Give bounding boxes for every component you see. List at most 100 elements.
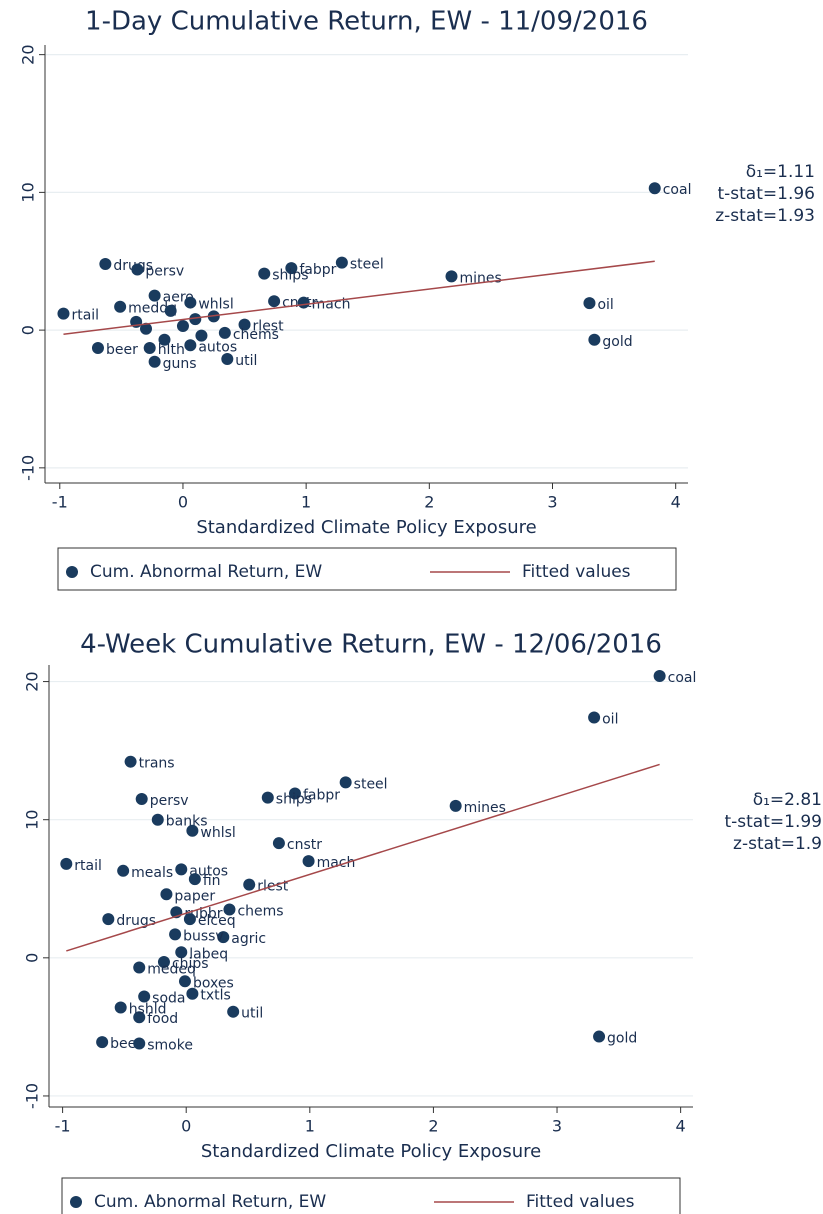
stat-annotation: δ₁=2.81 [753,790,822,810]
point-label: util [241,1006,263,1022]
point [184,339,197,352]
point [102,913,115,926]
x-tick-label: 0 [178,493,188,512]
point [186,987,199,1000]
point [648,182,661,195]
point-label: agric [231,931,266,947]
point-label: food [147,1011,178,1027]
point-label: soda [152,991,185,1007]
x-tick-label: -1 [55,1117,71,1136]
point [164,304,177,317]
point-label: chips [172,956,209,972]
y-tick-label: 10 [19,182,38,202]
point [114,1001,127,1014]
legend-box [57,547,677,591]
point-label: oil [602,711,618,727]
point-label: drugs [116,913,156,929]
point-label: fabpr [299,262,336,278]
x-tick-label: 4 [676,1117,686,1136]
point [588,711,601,724]
point-label: beer [106,342,138,358]
x-axis-label: Standardized Climate Policy Exposure [196,517,536,538]
point [133,1011,146,1024]
point-label: steel [350,257,384,273]
point [160,888,173,901]
point [148,355,161,368]
legend-box [61,1177,681,1214]
point-label: boxes [193,975,234,991]
point [189,313,202,326]
point [243,878,256,891]
point-label: rtail [71,308,99,324]
point [272,837,285,850]
point [288,787,301,800]
point [99,258,112,270]
fit-line [66,763,660,952]
stat-annotation: δ₁=1.11 [746,162,815,182]
fit-line [63,260,655,335]
point [445,270,458,283]
point-label: beer [110,1036,142,1052]
legend-marker [66,566,78,578]
point [143,342,156,355]
point [449,799,462,812]
point [588,333,601,346]
stat-annotation: z-stat=1.93 [715,206,815,226]
point-label: coal [668,670,697,686]
point [114,300,127,313]
point-label: mines [459,270,501,286]
point-label: meddq [128,301,177,317]
y-tick-label: -10 [19,455,38,481]
y-tick-label: 20 [23,671,42,691]
y-tick-label: 0 [19,325,38,335]
stat-annotation: t-stat=1.99 [724,812,822,832]
x-tick-label: 0 [181,1117,191,1136]
point [261,791,274,804]
point [258,267,271,280]
x-tick-label: -1 [52,493,68,512]
point [223,903,236,916]
point [583,297,596,310]
point [335,256,348,269]
point-label: util [235,353,257,369]
point [183,913,196,926]
point [148,289,161,302]
y-tick-label: 20 [19,44,38,64]
x-tick-label: 1 [301,493,311,512]
point-label: chems [237,903,283,919]
point-label: rtail [74,858,102,874]
point-label: persv [145,264,184,280]
point [218,326,231,339]
point [176,319,189,332]
point-label: coal [663,182,692,198]
stat-annotation: z-stat=1.9 [733,834,822,854]
chart-title: 1-Day Cumulative Return, EW - 11/09/2016 [85,7,648,37]
y-tick-label: 0 [23,953,42,963]
x-tick-label: 4 [671,493,681,512]
stat-annotation: t-stat=1.96 [717,184,815,204]
point [96,1036,109,1049]
point [57,307,70,320]
point [188,873,201,886]
point-label: gold [607,1031,637,1047]
legend-label: Fitted values [526,1192,635,1212]
chart-title: 4-Week Cumulative Return, EW - 12/06/201… [80,630,662,660]
point-label: guns [163,356,197,372]
point [157,955,170,968]
point-label: bussv [183,928,224,944]
point [151,813,164,826]
point-label: gold [602,334,632,350]
point-label: fin [203,873,221,889]
point [217,931,230,944]
point [184,296,197,309]
point [133,1037,146,1050]
point-label: trans [139,756,175,772]
point-label: banks [166,814,208,830]
point [175,946,188,959]
point [302,855,315,868]
x-tick-label: 3 [547,493,557,512]
point [135,792,148,805]
point [91,342,104,355]
point-label: whlsl [200,825,235,841]
